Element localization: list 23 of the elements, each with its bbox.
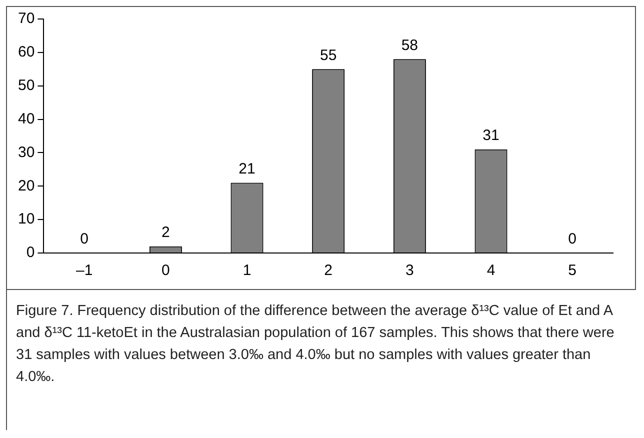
x-tick-label: 5 (568, 262, 577, 280)
data-label: 0 (80, 230, 89, 248)
x-tick-label: 4 (486, 262, 496, 280)
x-tick-label: 2 (324, 262, 333, 280)
y-tick-label: 60 (18, 44, 35, 61)
y-tick-label: 40 (18, 110, 35, 128)
caption: Figure 7. Frequency distribution of the difference between the average δ¹³C value of Et and A and δ¹³C 11-ketoEt in the Australasian population of 167 samples. This shows that there were 31 samples with values between 3.0‰ and 4.0‰ but no samples with values greater than 4.0‰. (16, 302, 616, 387)
x-tick-label: 3 (406, 262, 414, 280)
data-label: 58 (401, 36, 418, 54)
y-tick-label: 50 (18, 77, 35, 94)
y-tick-label: 20 (18, 177, 35, 194)
data-label: 0 (568, 230, 577, 248)
y-tick-label: 10 (18, 210, 35, 228)
x-tick-label: –1 (76, 262, 93, 280)
x-tick-label: 0 (162, 262, 170, 280)
y-tick-label: 30 (18, 144, 35, 161)
data-label: 2 (162, 224, 170, 241)
y-tick-label: 70 (18, 10, 35, 28)
x-tick-label: 1 (242, 262, 252, 280)
data-label: 21 (238, 160, 256, 178)
y-tick-label: 0 (26, 244, 35, 262)
data-label: 55 (320, 46, 337, 64)
data-label: 31 (482, 127, 500, 144)
